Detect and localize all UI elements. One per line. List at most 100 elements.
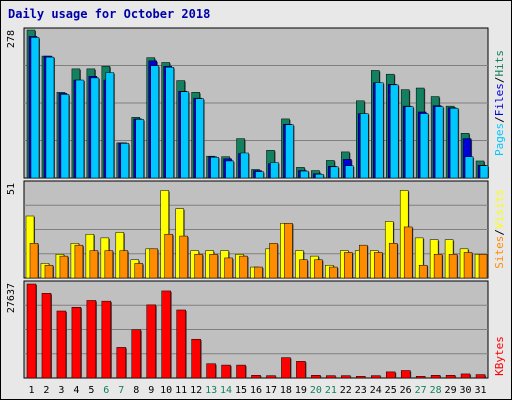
x-tick-label: 28 xyxy=(430,385,442,396)
x-tick-label: 12 xyxy=(190,385,202,396)
x-tick-label: 31 xyxy=(474,385,486,396)
x-tick-label: 23 xyxy=(355,385,367,396)
sites-bar xyxy=(194,254,203,279)
x-tick-label: 9 xyxy=(148,385,154,396)
sites-bar xyxy=(164,233,173,279)
hits-panel-ytick-label: 278 xyxy=(6,30,17,48)
kbytes-bar xyxy=(341,375,351,379)
kbytes-bar xyxy=(26,283,37,379)
x-tick-label: 13 xyxy=(205,385,217,396)
legend-pages-files-hits: Pages/Files/Hits xyxy=(493,50,506,156)
sites-bar xyxy=(388,243,398,279)
pages-bar xyxy=(345,165,354,179)
kbytes-bar xyxy=(430,375,441,379)
legend-kbytes: KBytes xyxy=(493,336,506,376)
kbytes-bar xyxy=(415,376,426,379)
sites-bar xyxy=(359,244,368,279)
x-tick-label: 27 xyxy=(415,385,427,396)
pages-bar xyxy=(225,160,234,179)
sites-bar xyxy=(344,252,353,279)
kbytes-bar xyxy=(101,300,112,379)
x-tick-label: 15 xyxy=(235,385,247,396)
kbytes-bar xyxy=(266,375,276,379)
kbytes-bar xyxy=(236,364,246,379)
pages-bar xyxy=(60,94,70,179)
pages-bar xyxy=(180,91,189,179)
pages-bar xyxy=(90,77,100,179)
kbytes-bar xyxy=(86,300,97,379)
sites-bar xyxy=(134,263,144,279)
x-tick-label: 6 xyxy=(103,385,109,396)
sites-bar xyxy=(284,223,293,279)
sites-bar xyxy=(44,264,54,279)
pages-bar xyxy=(404,106,414,179)
pages-bar xyxy=(300,170,309,179)
pages-bar xyxy=(255,171,264,179)
x-tick-label: 18 xyxy=(280,385,292,396)
kbytes-bar xyxy=(371,375,381,379)
sites-bar xyxy=(433,254,443,279)
pages-bar xyxy=(315,174,324,179)
sites-bar xyxy=(463,252,473,279)
x-tick-label: 5 xyxy=(88,385,94,396)
x-tick-label: 16 xyxy=(250,385,262,396)
kbytes-bar xyxy=(221,364,231,379)
pages-bar xyxy=(150,65,159,179)
x-tick-label: 20 xyxy=(310,385,322,396)
sites-bar xyxy=(314,259,323,279)
kbytes-bar xyxy=(475,374,486,379)
pages-bar xyxy=(360,113,369,179)
pages-bar xyxy=(479,165,489,179)
sites-bar xyxy=(104,250,114,279)
x-tick-label: 24 xyxy=(370,385,382,396)
x-tick-label: 29 xyxy=(445,385,457,396)
sites-bar xyxy=(74,244,84,279)
kbytes-bar xyxy=(131,329,142,379)
kbytes-bar xyxy=(191,338,201,379)
kbytes-bar xyxy=(146,304,156,379)
kbytes-bar xyxy=(356,376,366,379)
sites-bar xyxy=(59,255,69,279)
pages-bar xyxy=(45,56,55,179)
x-tick-label: 4 xyxy=(73,385,79,396)
legend-sites-visits: Sites/Visits xyxy=(493,189,506,269)
x-tick-label: 25 xyxy=(385,385,397,396)
sites-bar xyxy=(254,266,263,279)
kbytes-bar xyxy=(56,310,67,379)
pages-bar xyxy=(389,84,399,179)
x-tick-label: 10 xyxy=(160,385,172,396)
kbytes-bar xyxy=(400,370,411,379)
x-tick-label: 30 xyxy=(460,385,472,396)
kbytes-bar xyxy=(176,309,186,379)
pages-bar xyxy=(75,79,85,179)
sites-bar xyxy=(269,243,278,279)
pages-bar xyxy=(240,152,249,179)
kbytes-bar xyxy=(161,290,171,379)
x-tick-label: 3 xyxy=(58,385,64,396)
pages-bar xyxy=(375,82,384,179)
sites-bar xyxy=(329,266,338,279)
x-tick-label: 22 xyxy=(340,385,352,396)
pages-bar xyxy=(270,162,279,179)
kbytes-bar xyxy=(71,307,82,379)
sites-bar xyxy=(374,252,383,279)
sites-bar xyxy=(403,226,413,279)
sites-bar xyxy=(448,254,458,279)
sites-bar xyxy=(179,235,188,279)
chart-title: Daily usage for October 2018 xyxy=(8,7,210,21)
kbytes-bar xyxy=(296,361,306,379)
pages-bar xyxy=(449,108,459,179)
kbytes-panel-ytick-label: 27637 xyxy=(6,283,17,313)
sites-bar xyxy=(209,254,218,279)
pages-bar xyxy=(464,156,474,179)
x-tick-label: 14 xyxy=(220,385,232,396)
x-tick-label: 26 xyxy=(400,385,412,396)
x-tick-label: 2 xyxy=(43,385,49,396)
sites-bar xyxy=(149,248,158,279)
sites-bar xyxy=(478,254,488,279)
sites-bar xyxy=(239,255,248,279)
pages-bar xyxy=(135,119,145,179)
kbytes-bar xyxy=(460,373,471,379)
x-tick-label: 8 xyxy=(133,385,139,396)
kbytes-bar xyxy=(41,293,52,379)
